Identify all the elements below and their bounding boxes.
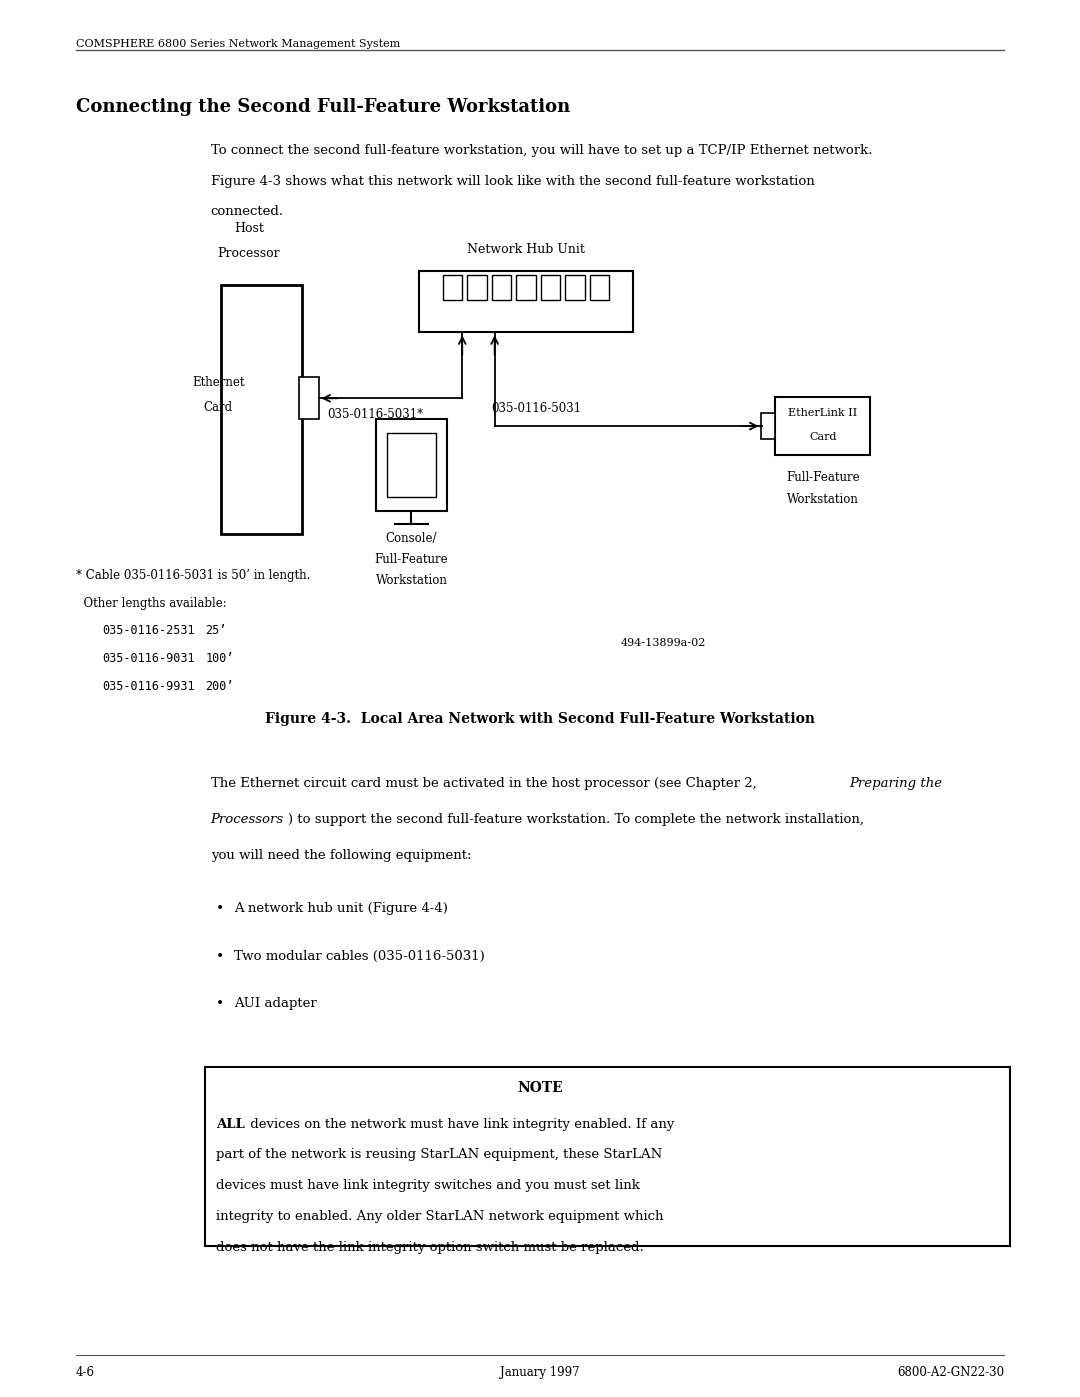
Text: Processors: Processors	[211, 813, 284, 826]
Text: Workstation: Workstation	[787, 493, 859, 506]
Text: Card: Card	[204, 401, 232, 414]
Text: Full-Feature: Full-Feature	[375, 553, 448, 566]
Bar	[590, 275, 609, 300]
Bar	[565, 275, 584, 300]
Text: NOTE: NOTE	[517, 1081, 563, 1095]
Text: Card: Card	[809, 432, 837, 441]
Bar	[419, 271, 633, 332]
Text: 6800-A2-GN22-30: 6800-A2-GN22-30	[897, 1366, 1004, 1379]
Bar	[299, 377, 319, 419]
Text: Workstation: Workstation	[376, 574, 447, 587]
Text: devices on the network must have link integrity enabled. If any: devices on the network must have link in…	[246, 1118, 675, 1130]
Text: Figure 4-3.  Local Area Network with Second Full-Feature Workstation: Figure 4-3. Local Area Network with Seco…	[265, 712, 815, 726]
Text: •: •	[216, 902, 225, 916]
Bar	[775, 397, 870, 455]
Text: Other lengths available:: Other lengths available:	[76, 597, 227, 609]
Bar	[761, 414, 775, 439]
Text: Console/: Console/	[386, 532, 437, 545]
Text: ALL: ALL	[216, 1118, 245, 1130]
Text: 4-6: 4-6	[76, 1366, 95, 1379]
Text: Full-Feature: Full-Feature	[786, 471, 860, 483]
Text: you will need the following equipment:: you will need the following equipment:	[211, 849, 471, 862]
Text: ) to support the second full-feature workstation. To complete the network instal: ) to support the second full-feature wor…	[288, 813, 864, 826]
Text: part of the network is reusing StarLAN equipment, these StarLAN: part of the network is reusing StarLAN e…	[216, 1148, 662, 1161]
Text: Processor: Processor	[218, 247, 280, 260]
Text: Figure 4-3 shows what this network will look like with the second full-feature w: Figure 4-3 shows what this network will …	[211, 175, 814, 187]
Text: does not have the link integrity option switch must be replaced.: does not have the link integrity option …	[216, 1241, 644, 1253]
Text: •: •	[216, 997, 225, 1011]
Text: AUI adapter: AUI adapter	[234, 997, 318, 1010]
Text: Host: Host	[234, 222, 264, 235]
Text: * Cable 035-0116-5031 is 50’ in length.: * Cable 035-0116-5031 is 50’ in length.	[76, 569, 310, 581]
Text: 035-0116-5031*: 035-0116-5031*	[327, 408, 423, 420]
Bar	[221, 285, 302, 534]
Text: A network hub unit (Figure 4-4): A network hub unit (Figure 4-4)	[234, 902, 448, 915]
Text: Preparing the: Preparing the	[849, 777, 942, 789]
Text: 25’: 25’	[205, 624, 227, 637]
Text: connected.: connected.	[211, 205, 284, 218]
Text: integrity to enabled. Any older StarLAN network equipment which: integrity to enabled. Any older StarLAN …	[216, 1210, 663, 1222]
Text: •: •	[216, 950, 225, 964]
Bar	[443, 275, 462, 300]
Text: 035-0116-2531: 035-0116-2531	[103, 624, 195, 637]
Text: Ethernet: Ethernet	[192, 376, 244, 388]
Text: EtherLink II: EtherLink II	[788, 408, 858, 418]
Bar	[387, 433, 436, 497]
Text: Connecting the Second Full-Feature Workstation: Connecting the Second Full-Feature Works…	[76, 98, 570, 116]
Text: 035-0116-9031: 035-0116-9031	[103, 652, 195, 665]
Bar	[541, 275, 561, 300]
Text: 200’: 200’	[205, 680, 233, 693]
Text: COMSPHERE 6800 Series Network Management System: COMSPHERE 6800 Series Network Management…	[76, 39, 400, 49]
Text: Two modular cables (035-0116-5031): Two modular cables (035-0116-5031)	[234, 950, 485, 963]
Bar	[376, 419, 447, 511]
Text: 100’: 100’	[205, 652, 233, 665]
Text: 035-0116-5031: 035-0116-5031	[491, 402, 581, 415]
Bar	[205, 1067, 1010, 1246]
Bar	[516, 275, 536, 300]
Bar	[491, 275, 511, 300]
Text: 494-13899a-02: 494-13899a-02	[621, 638, 706, 648]
Text: devices must have link integrity switches and you must set link: devices must have link integrity switche…	[216, 1179, 639, 1192]
Text: The Ethernet circuit card must be activated in the host processor (see Chapter 2: The Ethernet circuit card must be activa…	[211, 777, 760, 789]
Text: Network Hub Unit: Network Hub Unit	[467, 243, 585, 256]
Bar	[468, 275, 487, 300]
Text: January 1997: January 1997	[500, 1366, 580, 1379]
Text: 035-0116-9931: 035-0116-9931	[103, 680, 195, 693]
Text: To connect the second full-feature workstation, you will have to set up a TCP/IP: To connect the second full-feature works…	[211, 144, 873, 156]
